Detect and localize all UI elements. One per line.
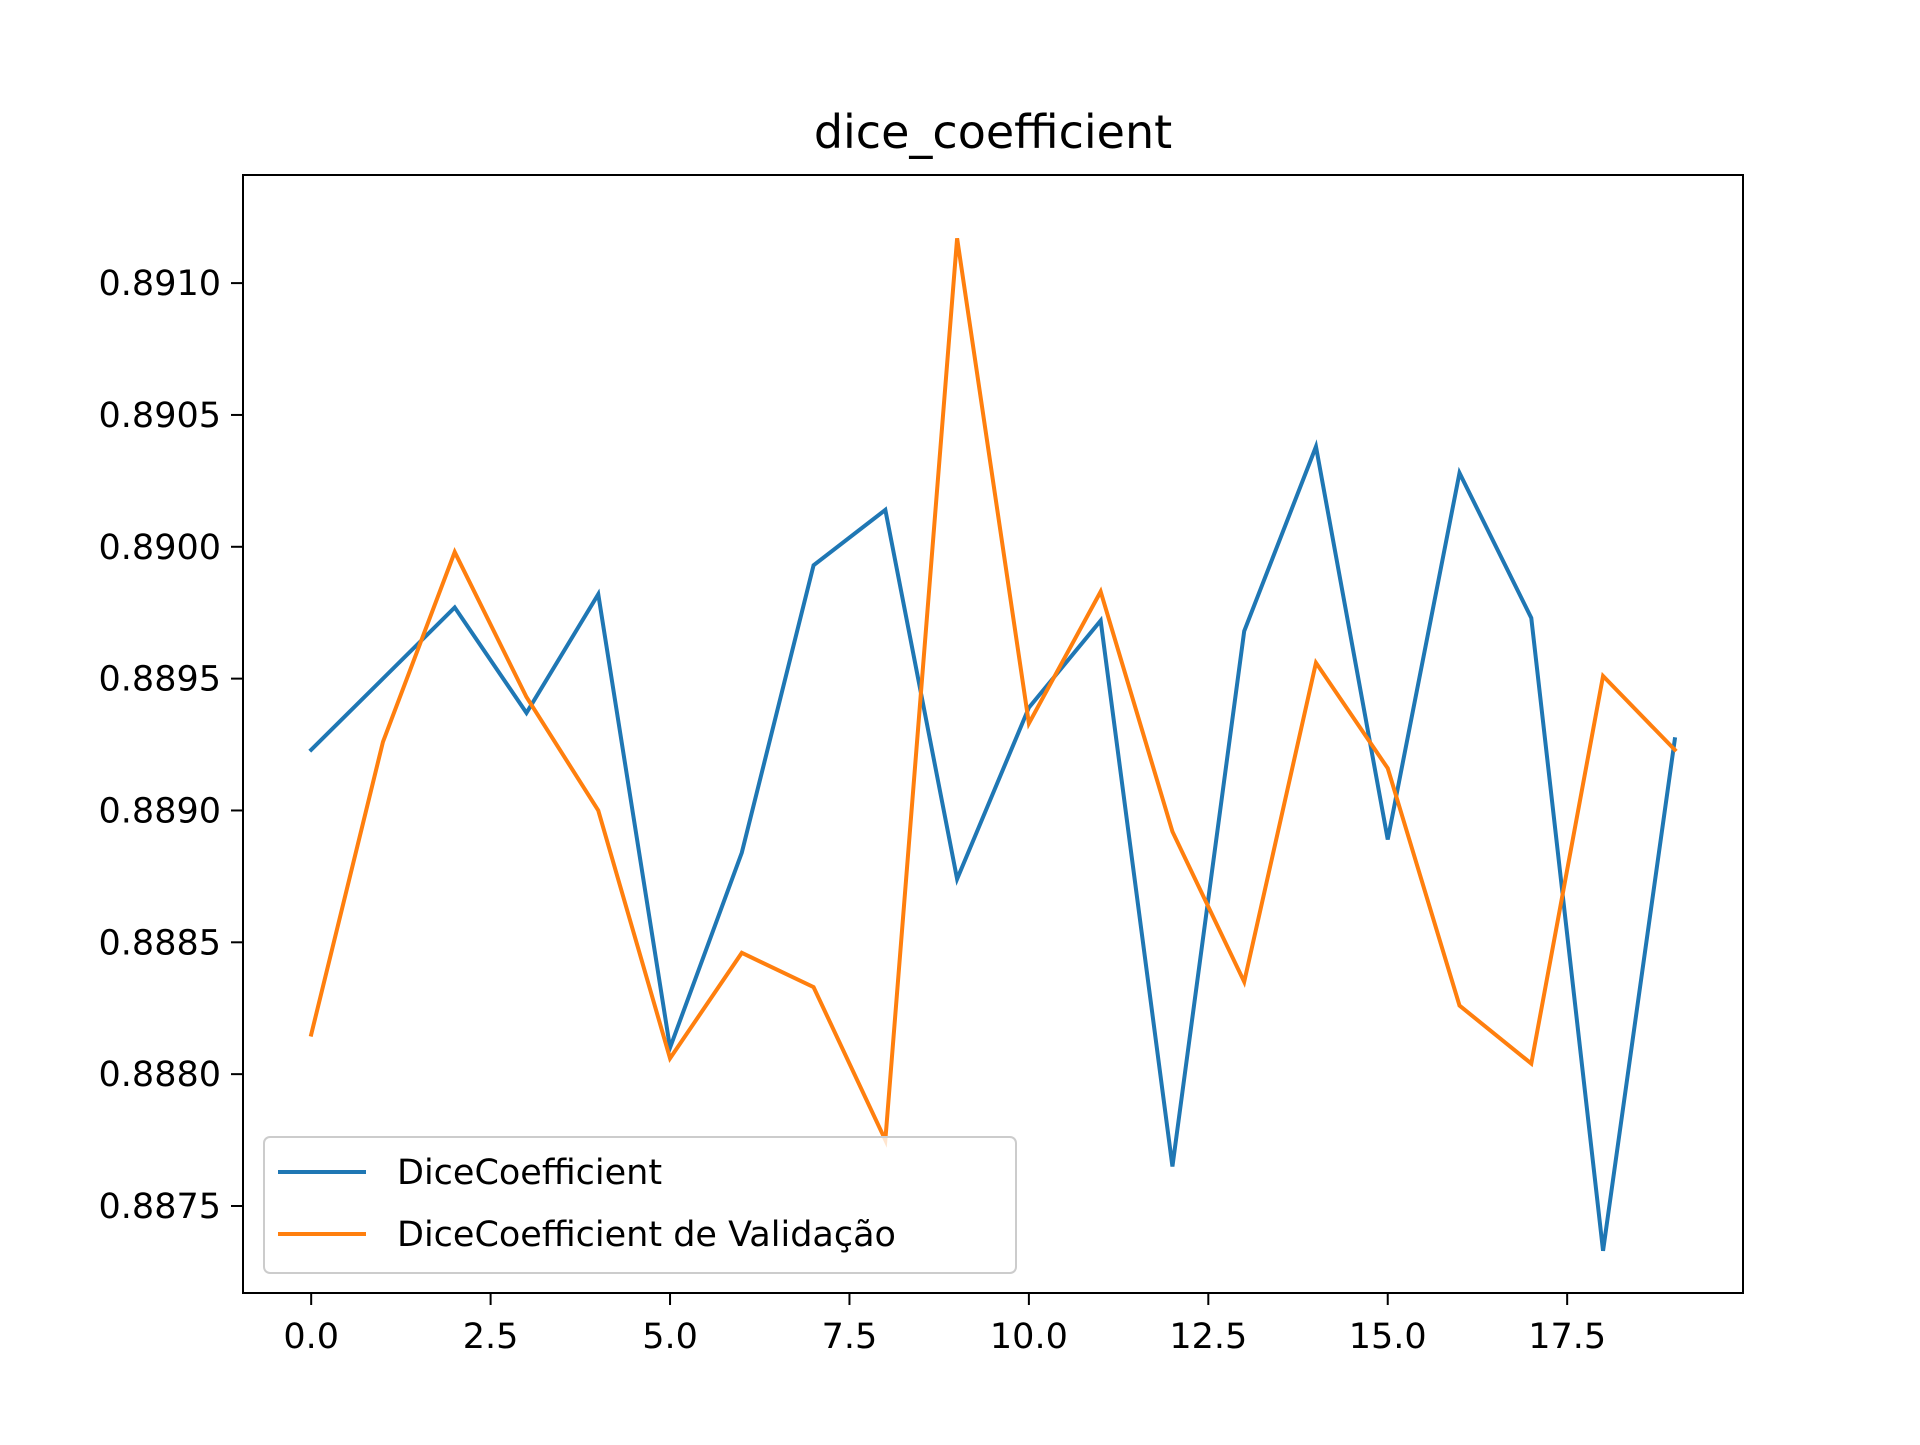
x-tick-label: 5.0 xyxy=(642,1317,698,1357)
y-tick-label: 0.8910 xyxy=(99,264,221,304)
legend-label: DiceCoefficient de Validação xyxy=(397,1215,896,1255)
y-tick-label: 0.8880 xyxy=(99,1055,221,1095)
x-axis: 0.0 2.5 5.0 7.5 10.0 12.5 15.0 17.5 xyxy=(283,1293,1606,1357)
x-tick-label: 17.5 xyxy=(1528,1317,1606,1357)
x-tick-label: 15.0 xyxy=(1349,1317,1427,1357)
y-tick-label: 0.8890 xyxy=(99,791,221,831)
plot-frame xyxy=(242,174,1744,1294)
x-tick-label: 12.5 xyxy=(1169,1317,1247,1357)
x-tick-label: 0.0 xyxy=(283,1317,339,1357)
y-axis: 0.8875 0.8880 0.8885 0.8890 0.8895 0.8900 0.89… xyxy=(99,264,243,1227)
legend: DiceCoefficient DiceCoefficient de Valida… xyxy=(263,1136,1017,1274)
chart-title: dice_coefficient xyxy=(814,105,1172,159)
y-tick-label: 0.8900 xyxy=(99,528,221,568)
y-tick-label: 0.8885 xyxy=(99,923,221,963)
y-tick-label: 0.8895 xyxy=(99,660,221,700)
y-tick-label: 0.8905 xyxy=(99,396,221,436)
series-layer xyxy=(308,237,1678,1252)
x-tick-label: 10.0 xyxy=(990,1317,1068,1357)
plot-area xyxy=(242,174,1744,1294)
y-tick-label: 0.8875 xyxy=(99,1187,221,1227)
x-tick-label: 2.5 xyxy=(463,1317,519,1357)
series-line-1 xyxy=(308,237,1678,1148)
x-tick-label: 7.5 xyxy=(822,1317,878,1357)
legend-label: DiceCoefficient xyxy=(397,1153,662,1193)
legend-box xyxy=(263,1136,1017,1274)
series-line-0 xyxy=(308,439,1678,1252)
